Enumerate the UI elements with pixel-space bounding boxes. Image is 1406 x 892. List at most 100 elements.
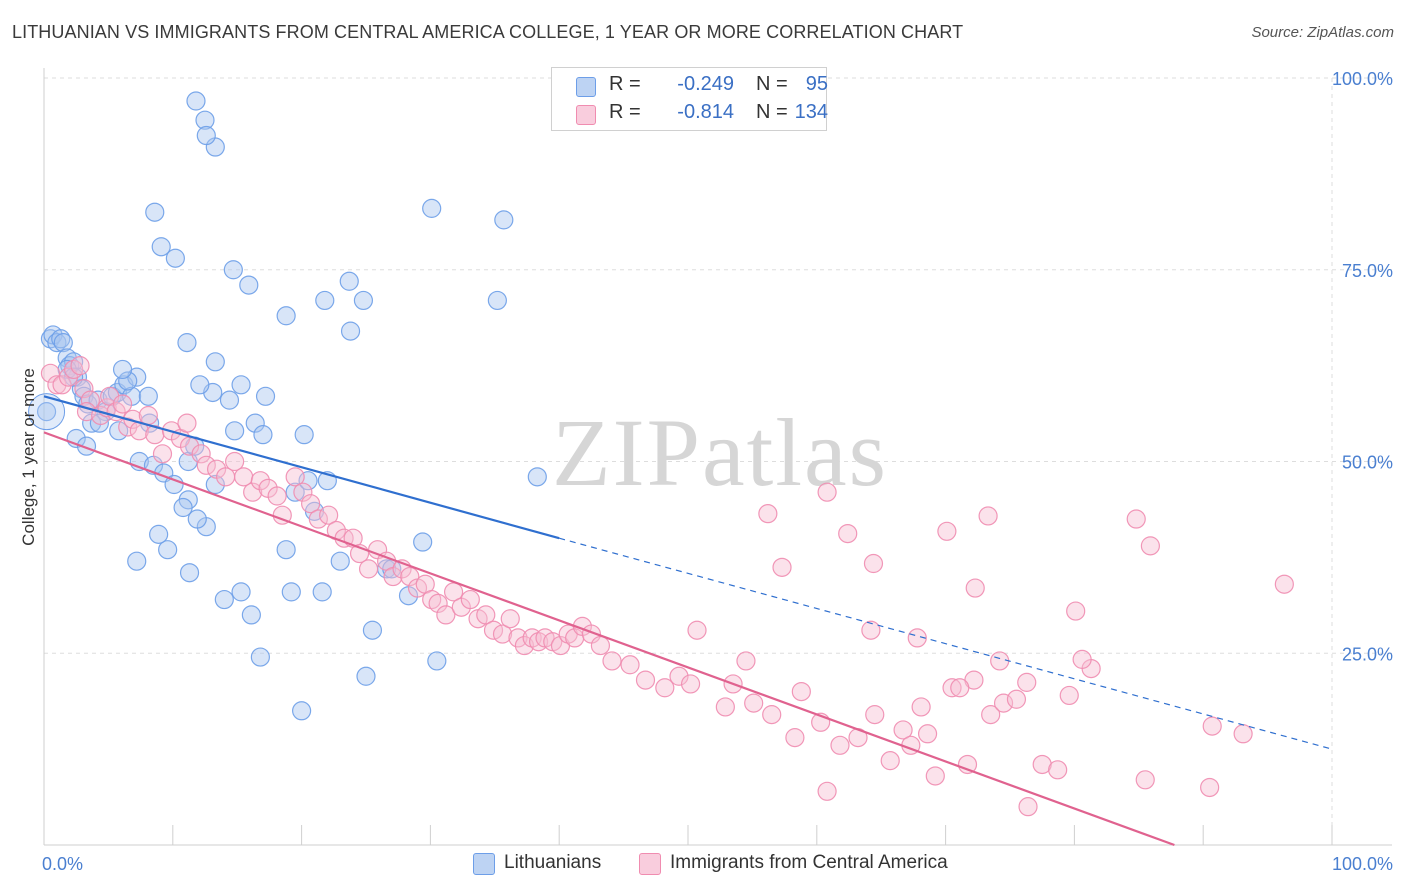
- central-america-point: [937, 521, 957, 541]
- central-america-point: [736, 651, 756, 671]
- legend-r-value: -0.814: [677, 101, 734, 123]
- legend-n-value: 95: [805, 73, 828, 95]
- lithuanian-point: [187, 509, 207, 529]
- central-america-point: [785, 728, 805, 748]
- central-america-point: [838, 523, 858, 544]
- central-america-point: [772, 557, 792, 577]
- central-america-point: [112, 394, 133, 414]
- central-america-point: [196, 455, 216, 475]
- lithuanian-point: [158, 540, 178, 560]
- central-america-point: [620, 655, 640, 675]
- central-america-point: [106, 402, 126, 422]
- lithuanian-point: [231, 375, 251, 395]
- legend-swatch-blue: [473, 853, 495, 875]
- central-america-point: [152, 444, 173, 464]
- lithuanian-point: [138, 386, 158, 406]
- central-america-point: [880, 751, 900, 771]
- lithuanian-point: [494, 210, 514, 230]
- chart-source: Source: ZipAtlas.com: [1251, 24, 1394, 41]
- central-america-point: [680, 674, 701, 694]
- lithuanian-point: [340, 321, 361, 341]
- lithuanian-point: [239, 275, 259, 295]
- central-america-point: [1233, 724, 1253, 744]
- central-america-point: [791, 681, 811, 702]
- central-america-point: [715, 697, 735, 717]
- legend-swatch-blue: [576, 77, 596, 97]
- central-america-point: [177, 413, 197, 433]
- chart-title: LITHUANIAN VS IMMIGRANTS FROM CENTRAL AM…: [12, 22, 964, 42]
- central-america-point: [460, 589, 480, 610]
- central-america-point: [47, 375, 67, 395]
- lithuanian-point: [205, 352, 225, 372]
- lithuanian-point: [312, 582, 332, 602]
- central-america-point: [865, 705, 885, 725]
- legend-label: Lithuanians: [504, 852, 602, 873]
- correlation-legend: R = -0.249 N = 95 R = -0.814 N = 134: [551, 67, 828, 131]
- legend-r-label: R =: [609, 101, 641, 123]
- legend-n-value: 134: [794, 101, 828, 123]
- lithuanian-point: [164, 474, 184, 495]
- central-america-point: [1032, 754, 1052, 775]
- central-america-point: [250, 471, 270, 491]
- central-america-point: [428, 593, 448, 613]
- y-axis-label: College, 1 year or more: [19, 368, 38, 546]
- legend-n-label: N =: [756, 101, 788, 123]
- lithuanian-point: [205, 474, 225, 495]
- y-tick-label: 100.0%: [1332, 69, 1393, 89]
- lithuanian-point: [219, 390, 240, 410]
- lithuanian-point: [422, 198, 442, 218]
- central-america-point: [669, 666, 689, 686]
- lithuanian-point: [28, 393, 66, 431]
- trend-lines: [43, 395, 1333, 847]
- central-america-point: [301, 494, 321, 514]
- central-america-point: [917, 724, 938, 744]
- central-america-point: [1066, 601, 1086, 621]
- central-america-point: [925, 766, 945, 786]
- y-tick-label: 50.0%: [1342, 453, 1393, 473]
- lithuanian-point: [53, 333, 73, 353]
- central-america-point: [817, 482, 837, 502]
- central-america-point: [1126, 509, 1146, 529]
- axes: [43, 68, 1392, 846]
- lithuanian-point: [231, 582, 251, 602]
- central-america-point: [514, 635, 535, 656]
- central-america-point: [635, 670, 656, 690]
- central-america-point: [950, 678, 970, 698]
- lithuanian-point: [214, 589, 234, 610]
- central-america-point: [758, 504, 778, 524]
- lithuanian-point: [339, 271, 359, 291]
- central-america-point: [1018, 797, 1038, 817]
- lithuanian-point: [186, 91, 206, 111]
- lithuanian-point: [292, 701, 312, 721]
- central-america-point: [400, 566, 420, 587]
- legend-swatch-pink: [639, 853, 661, 875]
- central-america-point: [500, 609, 520, 629]
- lithuanian-point: [241, 605, 261, 625]
- central-america-point: [285, 467, 305, 487]
- central-america-point: [990, 651, 1010, 671]
- lithuanian-point: [36, 402, 57, 422]
- lithuanian-point: [315, 290, 335, 311]
- central-america-point: [863, 553, 884, 574]
- lithuanian-point: [173, 497, 193, 518]
- central-america-point: [436, 605, 456, 625]
- lithuanian-trend-extension: [559, 537, 1333, 750]
- central-america-point: [508, 628, 528, 648]
- lithuanian-point: [527, 467, 547, 487]
- central-america-point: [861, 620, 881, 640]
- central-america-point: [981, 705, 1001, 725]
- lithuanian-point: [196, 125, 216, 146]
- lithuanian-point: [276, 306, 296, 326]
- central-america-point: [138, 405, 158, 426]
- lithuanian-point: [127, 551, 147, 571]
- lithuanian-point: [427, 651, 447, 671]
- lithuanian-point: [281, 582, 301, 602]
- central-america-point: [1135, 770, 1155, 790]
- central-america-point: [893, 720, 913, 740]
- central-america-point: [762, 705, 782, 725]
- central-america-point: [1048, 760, 1068, 780]
- lithuanian-point: [149, 524, 169, 544]
- lithuanian-point: [223, 260, 243, 280]
- central-america-point: [1274, 574, 1294, 594]
- legend-n-label: N =: [756, 73, 788, 95]
